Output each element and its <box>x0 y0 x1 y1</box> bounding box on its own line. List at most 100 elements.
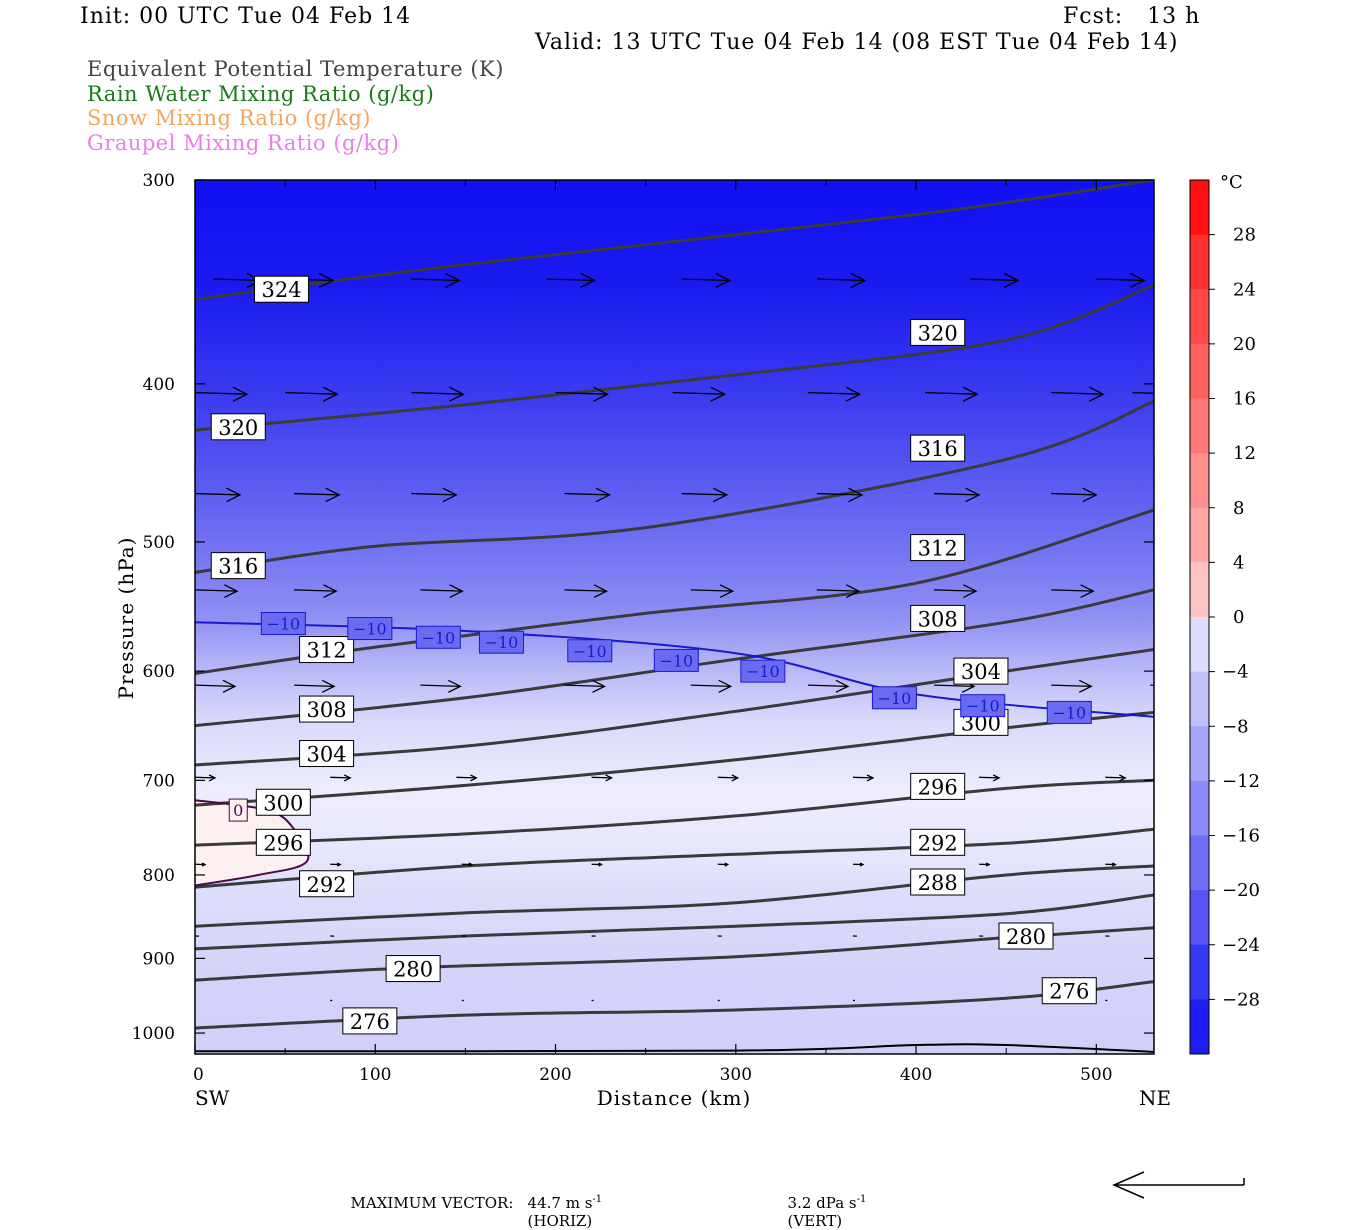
colorbar-tick-label: 4 <box>1233 552 1244 573</box>
contour-label-320: 320 <box>911 319 965 345</box>
svg-text:−10: −10 <box>353 620 387 639</box>
svg-text:316: 316 <box>918 437 958 461</box>
y-axis-label: Pressure (hPa) <box>114 537 138 700</box>
contour-label-308: 308 <box>911 605 965 631</box>
contour-label-276: 276 <box>343 1008 397 1034</box>
isotherm-label-minus10: −10 <box>1047 701 1091 723</box>
isotherm-label-minus10: −10 <box>741 660 785 682</box>
max-vertical-vector: 3.2 dPa s-1 (VERT) <box>778 1176 866 1230</box>
svg-text:296: 296 <box>263 831 303 855</box>
svg-text:312: 312 <box>307 639 347 663</box>
y-tick-label: 900 <box>143 949 175 969</box>
contour-label-292: 292 <box>911 829 965 855</box>
svg-text:280: 280 <box>1006 925 1046 949</box>
colorbar-tick-label: −12 <box>1222 771 1260 792</box>
svg-text:−10: −10 <box>266 614 300 633</box>
contour-label-308: 308 <box>300 696 354 722</box>
cross-section-chart: 3243203203163163123123083083043043003002… <box>0 0 1350 1200</box>
svg-text:−10: −10 <box>1052 703 1086 722</box>
isotherm-label-minus10: −10 <box>568 640 612 662</box>
x-tick-label: 0 <box>193 1065 204 1085</box>
contour-label-288: 288 <box>911 869 965 895</box>
colorbar-tick-label: −4 <box>1222 662 1249 683</box>
x-axis-label: Distance (km) <box>597 1086 752 1110</box>
isotherm-label-minus10: −10 <box>416 626 460 648</box>
contour-label-304: 304 <box>954 658 1008 684</box>
svg-text:292: 292 <box>918 831 958 855</box>
colorbar-band <box>1190 999 1209 1054</box>
svg-text:−10: −10 <box>966 697 1000 716</box>
svg-text:0: 0 <box>233 801 243 820</box>
contour-label-300: 300 <box>256 789 310 815</box>
svg-text:−10: −10 <box>659 651 693 670</box>
colorbar-tick-label: −28 <box>1222 989 1260 1010</box>
colorbar-band <box>1190 836 1209 891</box>
isotherm-label-minus10: −10 <box>348 618 392 640</box>
svg-text:308: 308 <box>918 607 958 631</box>
colorbar-band <box>1190 235 1209 290</box>
colorbar-band <box>1190 945 1209 1000</box>
max-vector-label: MAXIMUM VECTOR: <box>341 1176 513 1212</box>
x-right-direction-label: NE <box>1139 1086 1171 1110</box>
colorbar-tick-label: 20 <box>1233 334 1256 355</box>
svg-text:−10: −10 <box>746 662 780 681</box>
colorbar-band <box>1190 289 1209 344</box>
colorbar-unit-label: °C <box>1220 172 1243 193</box>
colorbar-band <box>1190 562 1209 617</box>
y-tick-label: 400 <box>143 375 175 395</box>
svg-text:308: 308 <box>307 698 347 722</box>
svg-text:324: 324 <box>261 278 301 302</box>
isotherm-label-minus10: −10 <box>654 649 698 671</box>
isotherm-label-zero: 0 <box>229 799 247 821</box>
colorbar-band <box>1190 890 1209 945</box>
svg-text:304: 304 <box>307 743 347 767</box>
svg-text:276: 276 <box>350 1010 390 1034</box>
x-tick-label: 300 <box>720 1065 752 1085</box>
contour-label-280: 280 <box>386 956 440 982</box>
y-tick-label: 500 <box>143 533 175 553</box>
x-tick-label: 500 <box>1080 1065 1112 1085</box>
colorbar-tick-label: 0 <box>1233 607 1244 628</box>
colorbar-band <box>1190 180 1209 235</box>
svg-text:312: 312 <box>918 537 958 561</box>
svg-text:296: 296 <box>918 775 958 799</box>
contour-label-276: 276 <box>1042 978 1096 1004</box>
colorbar-band <box>1190 453 1209 508</box>
x-tick-label: 100 <box>359 1065 391 1085</box>
colorbar-tick-label: 28 <box>1233 225 1256 246</box>
colorbar-tick-label: 8 <box>1233 498 1244 519</box>
svg-text:300: 300 <box>263 791 303 815</box>
svg-text:280: 280 <box>393 958 433 982</box>
y-tick-label: 800 <box>143 866 175 886</box>
isotherm-label-minus10: −10 <box>479 631 523 653</box>
isotherm-label-minus10: −10 <box>261 612 305 634</box>
isotherm-label-minus10: −10 <box>872 687 916 709</box>
colorbar-tick-label: 16 <box>1233 389 1256 410</box>
colorbar-band <box>1190 726 1209 781</box>
colorbar-tick-label: −8 <box>1222 716 1249 737</box>
contour-label-316: 316 <box>211 553 265 579</box>
svg-text:316: 316 <box>218 555 258 579</box>
svg-text:288: 288 <box>918 871 958 895</box>
svg-text:−10: −10 <box>878 689 912 708</box>
colorbar-tick-label: −24 <box>1222 935 1260 956</box>
colorbar-band <box>1190 781 1209 836</box>
y-tick-label: 300 <box>143 171 175 191</box>
svg-text:−10: −10 <box>421 628 455 647</box>
contour-label-324: 324 <box>255 276 309 302</box>
colorbar-band <box>1190 617 1209 672</box>
contour-label-312: 312 <box>911 535 965 561</box>
y-tick-label: 1000 <box>132 1024 175 1044</box>
contour-label-280: 280 <box>999 923 1053 949</box>
x-tick-label: 400 <box>900 1065 932 1085</box>
colorbar-band <box>1190 399 1209 454</box>
colorbar-band <box>1190 672 1209 727</box>
wind-vector <box>1150 680 1190 692</box>
svg-text:320: 320 <box>218 416 258 440</box>
colorbar-tick-label: −16 <box>1222 826 1260 847</box>
colorbar-tick-label: −20 <box>1222 880 1260 901</box>
colorbar-tick-label: 24 <box>1233 279 1256 300</box>
contour-label-320: 320 <box>211 414 265 440</box>
contour-label-296: 296 <box>256 829 310 855</box>
